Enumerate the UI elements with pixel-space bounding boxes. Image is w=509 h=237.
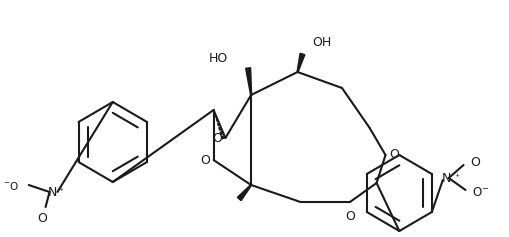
Polygon shape <box>245 68 251 95</box>
Polygon shape <box>237 185 251 201</box>
Polygon shape <box>296 53 304 72</box>
Text: $^{-}$O: $^{-}$O <box>3 180 19 192</box>
Text: HO: HO <box>209 51 228 64</box>
Text: N: N <box>48 186 57 199</box>
Text: $^{+}$: $^{+}$ <box>59 187 65 196</box>
Text: O: O <box>389 149 399 161</box>
Text: O: O <box>344 210 354 223</box>
Text: OH: OH <box>312 36 331 49</box>
Text: O: O <box>201 154 210 167</box>
Text: O: O <box>469 155 479 169</box>
Text: O: O <box>212 132 222 145</box>
Text: $^{+}$: $^{+}$ <box>453 173 459 182</box>
Text: O$^{-}$: O$^{-}$ <box>471 187 489 200</box>
Text: N: N <box>441 172 450 184</box>
Text: O: O <box>38 212 47 225</box>
